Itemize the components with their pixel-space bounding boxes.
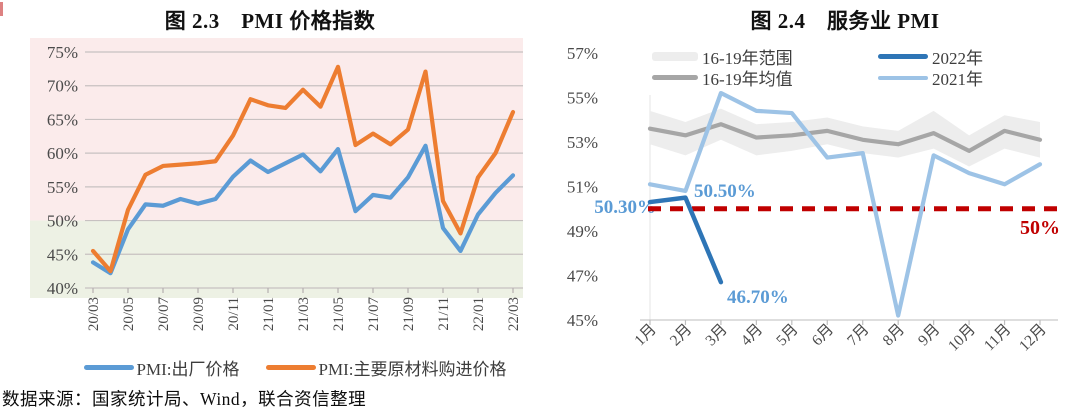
table-border-fragment (0, 2, 3, 16)
svg-text:50.30%: 50.30% (594, 197, 656, 218)
svg-text:1月: 1月 (631, 321, 659, 349)
svg-text:20/05: 20/05 (121, 297, 137, 331)
series-swatch-2022 (878, 54, 928, 59)
svg-text:55%: 55% (567, 89, 598, 108)
pmi-price-index-chart: 75% 70% 65% 60% 55% 50% 45% 40% 20/03 20/05 20/07 2… (30, 38, 523, 332)
svg-text:20/03: 20/03 (86, 297, 102, 331)
svg-text:12月: 12月 (1016, 321, 1050, 355)
legend-item-raw-material-price: PMI:主要原材料购进价格 (265, 355, 507, 380)
svg-text:49%: 49% (567, 222, 598, 241)
svg-text:45%: 45% (47, 245, 78, 264)
legend-label: PMI:出厂价格 (136, 359, 240, 379)
series-swatch-mean (652, 75, 698, 80)
legend-label: 2022年 (932, 49, 983, 68)
svg-text:5月: 5月 (773, 321, 801, 349)
svg-text:55%: 55% (47, 178, 78, 197)
svg-text:11月: 11月 (981, 321, 1015, 355)
svg-text:51%: 51% (567, 178, 598, 197)
legend-item-factory-price: PMI:出厂价格 (83, 355, 240, 380)
svg-text:50.50%: 50.50% (694, 181, 756, 202)
legend-item-range: 16-19年范围 (652, 44, 878, 69)
svg-text:21/07: 21/07 (366, 297, 382, 332)
legend-label: 2021年 (932, 70, 983, 89)
svg-text:50%: 50% (47, 212, 78, 231)
svg-text:2月: 2月 (667, 321, 695, 349)
svg-text:53%: 53% (567, 133, 598, 152)
svg-text:20/11: 20/11 (226, 297, 242, 331)
series-swatch-2021 (878, 75, 928, 80)
svg-text:21/11: 21/11 (436, 297, 452, 331)
svg-text:21/01: 21/01 (261, 297, 277, 331)
series-swatch-orange (265, 364, 316, 370)
svg-text:9月: 9月 (915, 321, 943, 349)
legend-item-mean: 16-19年均值 (652, 65, 878, 90)
svg-text:6月: 6月 (809, 321, 837, 349)
svg-text:20/09: 20/09 (191, 297, 207, 331)
svg-text:20/07: 20/07 (156, 297, 172, 332)
svg-text:22/03: 22/03 (506, 297, 522, 331)
series-swatch-range-band (652, 52, 698, 61)
svg-text:45%: 45% (567, 311, 598, 330)
chart2-legend: 16-19年范围 2022年 16-19年均值 2021年 (652, 44, 983, 90)
svg-text:21/05: 21/05 (331, 297, 347, 331)
chart1-legend: PMI:出厂价格 PMI:主要原材料购进价格 (60, 354, 530, 380)
source-note: 数据来源：国家统计局、Wind，联合资信整理 (2, 389, 367, 409)
legend-item-2022: 2022年 (878, 44, 983, 69)
svg-text:60%: 60% (47, 144, 78, 163)
svg-text:4月: 4月 (738, 321, 766, 349)
svg-text:21/09: 21/09 (401, 297, 417, 331)
svg-text:8月: 8月 (880, 321, 908, 349)
svg-text:57%: 57% (567, 44, 598, 63)
svg-text:75%: 75% (47, 43, 78, 62)
svg-text:10月: 10月 (945, 321, 979, 355)
svg-text:65%: 65% (47, 110, 78, 129)
legend-label: 16-19年范围 (702, 49, 793, 68)
svg-text:21/03: 21/03 (296, 297, 312, 331)
svg-text:46.70%: 46.70% (727, 287, 789, 308)
legend-item-2021: 2021年 (878, 65, 983, 90)
svg-text:3月: 3月 (702, 321, 730, 349)
legend-label: 16-19年均值 (702, 70, 793, 89)
chart1-title: 图 2.3 PMI 价格指数 (164, 9, 376, 33)
legend-label: PMI:主要原材料购进价格 (318, 359, 507, 379)
svg-text:22/01: 22/01 (471, 297, 487, 331)
svg-text:7月: 7月 (844, 321, 872, 349)
svg-text:50%: 50% (1020, 217, 1060, 239)
series-swatch-blue (83, 364, 134, 370)
svg-text:40%: 40% (47, 279, 78, 298)
svg-text:70%: 70% (47, 77, 78, 96)
chart2-title: 图 2.4 服务业 PMI (750, 9, 940, 33)
svg-text:47%: 47% (567, 267, 598, 286)
